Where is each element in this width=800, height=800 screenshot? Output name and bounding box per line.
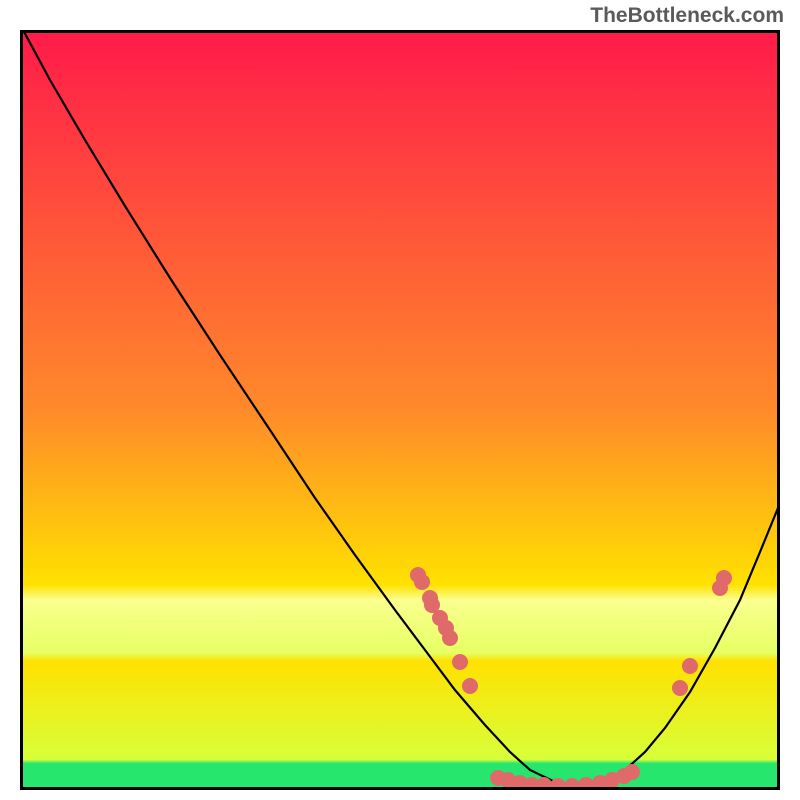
chart-container: TheBottleneck.com xyxy=(0,0,800,800)
chart-frame xyxy=(20,30,780,790)
watermark-text: TheBottleneck.com xyxy=(590,4,784,28)
